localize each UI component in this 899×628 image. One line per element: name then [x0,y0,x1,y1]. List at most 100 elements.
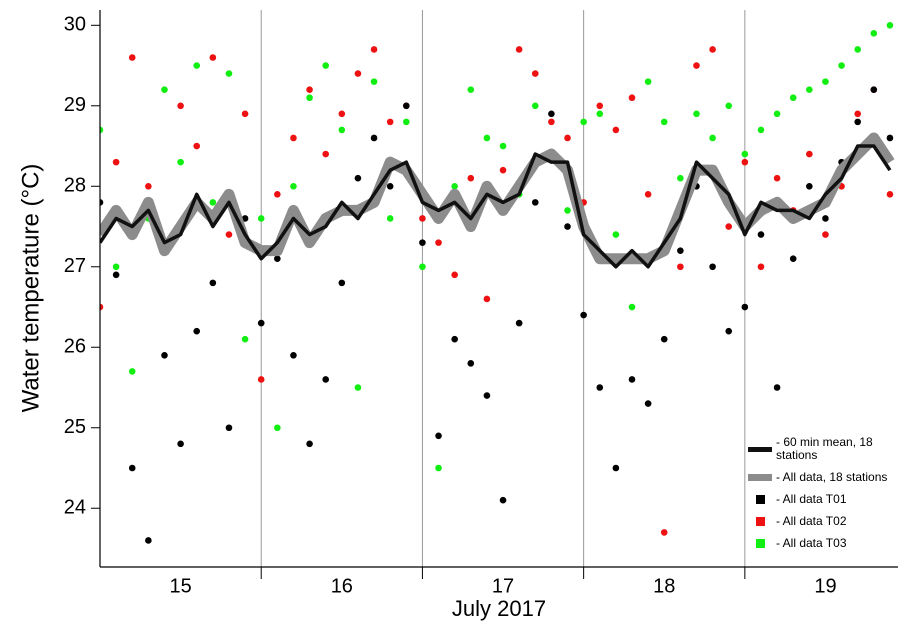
data-point [644,191,652,198]
legend: - 60 min mean, 18 stations - All data, 18… [748,436,893,559]
legend-swatch [748,474,772,481]
data-point [112,158,120,166]
data-point [128,464,136,472]
data-point [886,134,894,142]
data-point [338,126,346,134]
data-point [370,46,378,53]
y-tick-label: 25 [64,416,86,438]
data-point [419,215,426,222]
data-point [854,118,861,126]
data-point [741,303,749,311]
data-point [773,174,781,182]
data-point [370,78,378,85]
data-point [161,352,168,359]
data-point [580,118,587,126]
data-point [451,271,458,279]
data-point [677,247,684,254]
data-point [145,182,152,190]
data-point [112,263,120,271]
data-point [161,86,168,93]
data-point [693,110,700,118]
data-point [548,110,555,118]
x-tick-label: 17 [492,575,514,597]
data-point [515,46,523,53]
data-point [193,327,201,335]
data-point [677,263,684,271]
data-point [225,231,233,238]
data-point [225,424,233,432]
data-point [660,529,668,536]
data-point [548,118,555,126]
data-point [789,94,797,102]
data-point [451,335,458,343]
data-point [660,335,668,343]
data-point [741,150,749,158]
data-point [483,295,491,303]
data-point [596,384,604,391]
data-point [709,134,716,142]
data-point [467,360,475,367]
data-point [483,392,491,399]
data-point [612,231,620,238]
data-point [709,263,716,271]
data-point [789,255,797,263]
data-point [596,102,604,110]
data-point [322,376,329,383]
data-point [677,174,684,182]
x-tick-label: 16 [331,575,353,597]
x-tick-label: 18 [653,575,675,597]
data-point [177,102,184,110]
data-point [499,166,507,174]
data-point [612,464,620,472]
y-tick-label: 30 [64,14,86,36]
legend-label: - 60 min mean, 18 stations [776,435,873,462]
data-point [290,352,297,359]
data-point [193,142,201,150]
data-point [822,215,829,222]
data-point [209,199,217,206]
data-point [386,182,394,190]
data-point [483,134,491,142]
x-tick-label: 15 [169,575,191,597]
data-point [241,110,249,118]
data-point [531,70,539,77]
data-point [290,182,297,190]
data-point [564,134,571,142]
data-point [467,174,475,182]
data-point [644,78,652,85]
legend-marker [748,474,772,481]
data-point [580,311,587,319]
data-point [822,78,829,85]
data-point [403,102,410,110]
legend-swatch [748,517,772,526]
legend-swatch [748,495,772,504]
y-tick-label: 29 [64,94,86,116]
data-point [628,376,636,383]
data-point [741,158,749,166]
x-tick-label: 19 [814,575,836,597]
data-point [531,199,539,206]
data-point [612,126,620,134]
data-point [100,126,104,134]
data-point [241,335,249,343]
data-point [322,62,329,69]
legend-item: - All data, 18 stations [748,471,893,484]
plot-area [100,21,895,544]
data-point [209,54,217,61]
legend-marker [755,517,765,526]
data-point [290,134,297,142]
data-point [806,182,813,190]
data-point [306,94,313,102]
data-point [451,182,458,190]
legend-item: - All data T03 [748,537,893,550]
x-axis-label: July 2017 [452,596,546,621]
data-point [435,432,442,440]
data-point [274,424,281,432]
legend-item: - All data T02 [748,515,893,528]
data-point [274,191,281,198]
data-point [370,134,378,142]
data-point [757,263,765,271]
y-axis-label: Water temperature (°C) [17,164,44,413]
data-point [660,118,668,126]
